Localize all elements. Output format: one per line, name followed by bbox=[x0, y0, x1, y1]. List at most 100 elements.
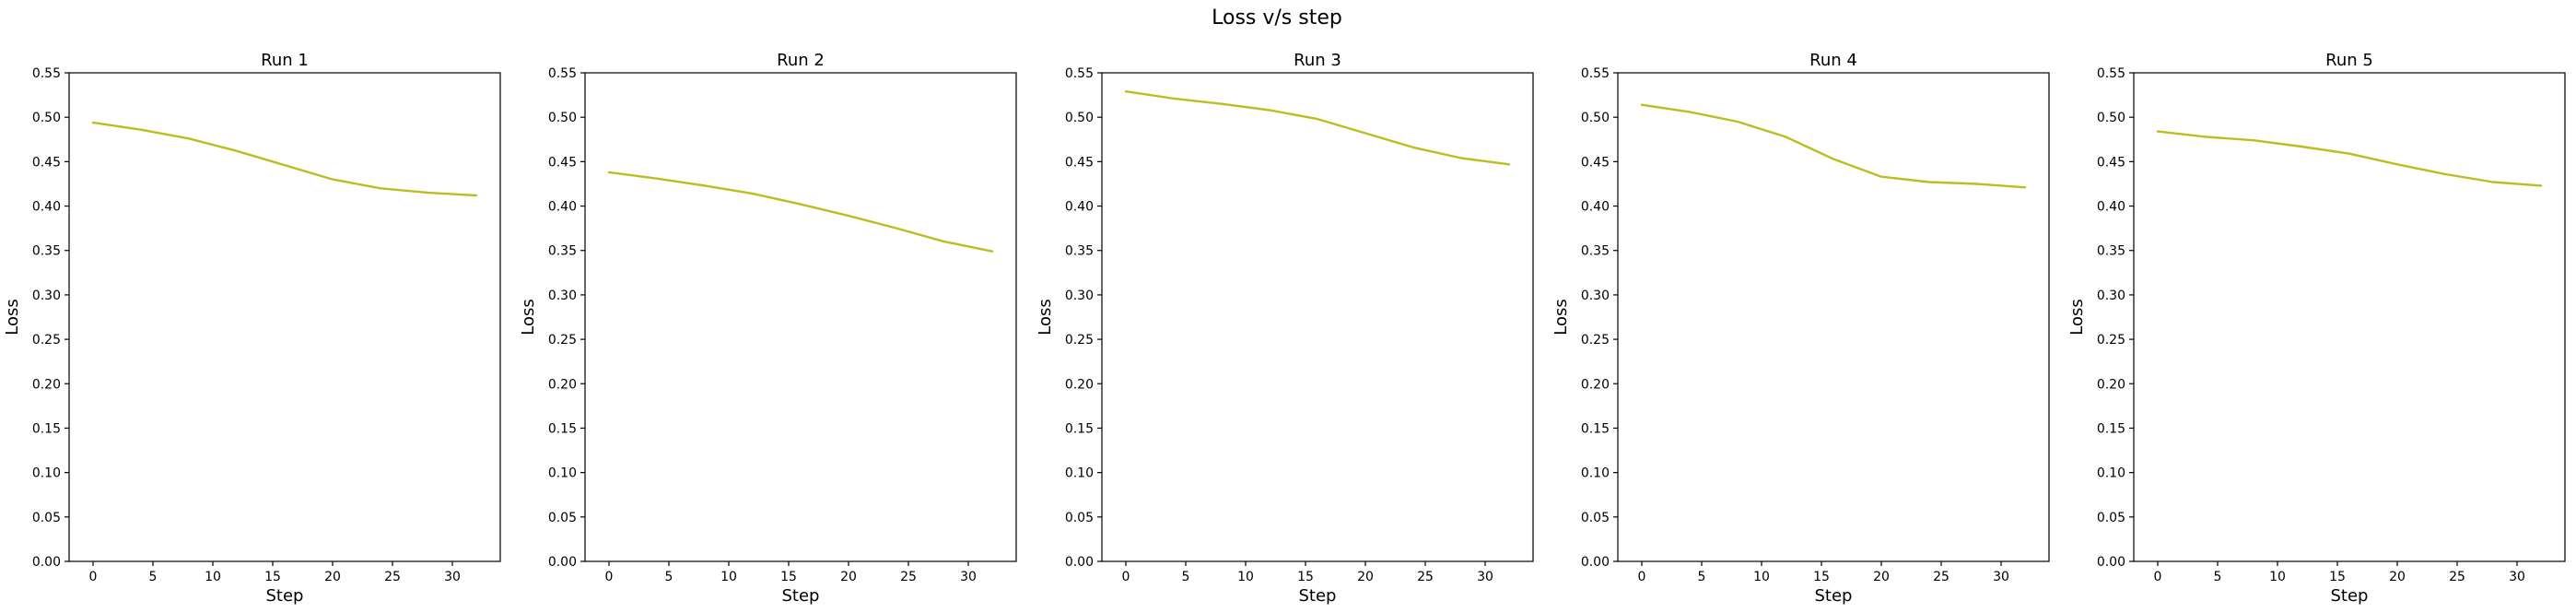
y-tick-label: 0.30 bbox=[548, 289, 577, 303]
y-tick-label: 0.40 bbox=[1065, 200, 1094, 215]
x-tick-label: 20 bbox=[324, 570, 341, 584]
y-axis-label: Loss bbox=[3, 299, 22, 335]
y-tick-label: 0.20 bbox=[1065, 377, 1094, 392]
y-tick-label: 0.00 bbox=[2097, 555, 2125, 570]
y-tick-label: 0.20 bbox=[548, 377, 577, 392]
y-tick-label: 0.20 bbox=[1581, 377, 1610, 392]
y-tick-label: 0.45 bbox=[548, 155, 577, 170]
y-tick-label: 0.10 bbox=[2097, 466, 2125, 481]
x-axis-label: Step bbox=[1815, 586, 1853, 606]
x-tick-label: 0 bbox=[2154, 570, 2162, 584]
y-tick-label: 0.45 bbox=[1065, 155, 1094, 170]
x-tick-label: 20 bbox=[1357, 570, 1374, 584]
axes-frame bbox=[1617, 72, 2050, 562]
x-tick-label: 10 bbox=[205, 570, 221, 584]
axes-frame bbox=[1101, 72, 1534, 562]
subplot-run-2: 0.00 0.05 0.10 0.15 0.20 0.25 0.30 0.35 0.40 0.45… bbox=[519, 51, 1017, 606]
x-tick-label: 20 bbox=[840, 570, 857, 584]
y-tick-label: 0.55 bbox=[548, 66, 577, 81]
y-tick-label: 0.45 bbox=[32, 155, 61, 170]
x-tick-label: 25 bbox=[1417, 570, 1434, 584]
y-tick-label: 0.15 bbox=[2097, 421, 2125, 436]
x-tick-label: 5 bbox=[149, 570, 158, 584]
y-tick-label: 0.25 bbox=[32, 333, 61, 348]
subplot-title: Run 3 bbox=[1294, 51, 1341, 70]
x-tick-label: 25 bbox=[900, 570, 917, 584]
axes-frame bbox=[584, 72, 1017, 562]
y-tick-label: 0.40 bbox=[1581, 200, 1610, 215]
x-axis-label: Step bbox=[266, 586, 304, 606]
y-tick-label: 0.25 bbox=[2097, 333, 2125, 348]
x-tick-label: 10 bbox=[720, 570, 737, 584]
y-tick-label: 0.35 bbox=[2097, 244, 2125, 259]
subplot-title: Run 5 bbox=[2325, 51, 2373, 70]
y-tick-label: 0.50 bbox=[1581, 111, 1610, 125]
y-tick-label: 0.05 bbox=[2097, 511, 2125, 525]
y-tick-label: 0.00 bbox=[1581, 555, 1610, 570]
y-tick-label: 0.10 bbox=[548, 466, 577, 481]
y-tick-label: 0.40 bbox=[548, 200, 577, 215]
subplot-title: Run 4 bbox=[1809, 51, 1857, 70]
loss-series-line bbox=[607, 171, 994, 253]
y-axis-label: Loss bbox=[519, 299, 538, 335]
y-tick-label: 0.35 bbox=[1581, 244, 1610, 259]
y-axis-label: Loss bbox=[2067, 299, 2087, 335]
axes-frame bbox=[2133, 72, 2566, 562]
y-tick-label: 0.50 bbox=[1065, 111, 1094, 125]
y-tick-label: 0.05 bbox=[32, 511, 61, 525]
y-tick-label: 0.45 bbox=[2097, 155, 2125, 170]
y-tick-label: 0.10 bbox=[32, 466, 61, 481]
y-tick-label: 0.00 bbox=[32, 555, 61, 570]
y-tick-label: 0.30 bbox=[1065, 289, 1094, 303]
y-tick-label: 0.55 bbox=[1581, 66, 1610, 81]
x-tick-label: 30 bbox=[1993, 570, 2009, 584]
subplot-run-4: 0.00 0.05 0.10 0.15 0.20 0.25 0.30 0.35 0.40 0.45… bbox=[1551, 51, 2050, 606]
x-tick-label: 0 bbox=[1638, 570, 1646, 584]
y-tick-label: 0.30 bbox=[1581, 289, 1610, 303]
loss-series-line bbox=[1124, 89, 1511, 166]
x-axis-label: Step bbox=[1299, 586, 1337, 606]
y-tick-label: 0.00 bbox=[1065, 555, 1094, 570]
y-tick-label: 0.50 bbox=[548, 111, 577, 125]
x-tick-label: 15 bbox=[264, 570, 281, 584]
subplot-title: Run 2 bbox=[777, 51, 825, 70]
y-tick-label: 0.35 bbox=[548, 244, 577, 259]
y-tick-label: 0.55 bbox=[1065, 66, 1094, 81]
y-tick-label: 0.50 bbox=[2097, 111, 2125, 125]
x-tick-label: 10 bbox=[2269, 570, 2286, 584]
y-tick-label: 0.30 bbox=[2097, 289, 2125, 303]
y-tick-label: 0.05 bbox=[1065, 511, 1094, 525]
subplot-title: Run 1 bbox=[261, 51, 309, 70]
x-axis-label: Step bbox=[782, 586, 820, 606]
y-tick-label: 0.45 bbox=[1581, 155, 1610, 170]
x-tick-label: 20 bbox=[2389, 570, 2406, 584]
y-axis-label: Loss bbox=[1551, 299, 1571, 335]
x-tick-label: 30 bbox=[960, 570, 977, 584]
x-tick-label: 0 bbox=[605, 570, 614, 584]
loss-series-line bbox=[1640, 103, 2027, 189]
x-tick-label: 10 bbox=[1237, 570, 1254, 584]
x-axis-label: Step bbox=[2331, 586, 2369, 606]
y-tick-label: 0.25 bbox=[1581, 333, 1610, 348]
y-tick-label: 0.20 bbox=[32, 377, 61, 392]
y-tick-label: 0.50 bbox=[32, 111, 61, 125]
subplot-run-1: 0.00 0.05 0.10 0.15 0.20 0.25 0.30 0.35 0.40 0.45… bbox=[3, 51, 501, 606]
axes-frame bbox=[68, 72, 501, 562]
y-tick-label: 0.15 bbox=[1581, 421, 1610, 436]
y-tick-label: 0.05 bbox=[1581, 511, 1610, 525]
x-tick-label: 15 bbox=[780, 570, 797, 584]
y-tick-label: 0.20 bbox=[2097, 377, 2125, 392]
x-tick-label: 5 bbox=[665, 570, 673, 584]
y-tick-label: 0.15 bbox=[548, 421, 577, 436]
loss-series-line bbox=[2156, 130, 2543, 187]
x-tick-label: 15 bbox=[2329, 570, 2346, 584]
subplots: 0.00 0.05 0.10 0.15 0.20 0.25 0.30 0.35 0.40 0.45… bbox=[3, 51, 2566, 606]
x-tick-label: 25 bbox=[1933, 570, 1950, 584]
y-tick-label: 0.25 bbox=[548, 333, 577, 348]
y-tick-label: 0.35 bbox=[1065, 244, 1094, 259]
x-tick-label: 15 bbox=[1813, 570, 1830, 584]
y-tick-label: 0.10 bbox=[1581, 466, 1610, 481]
y-tick-label: 0.15 bbox=[1065, 421, 1094, 436]
y-tick-label: 0.05 bbox=[548, 511, 577, 525]
